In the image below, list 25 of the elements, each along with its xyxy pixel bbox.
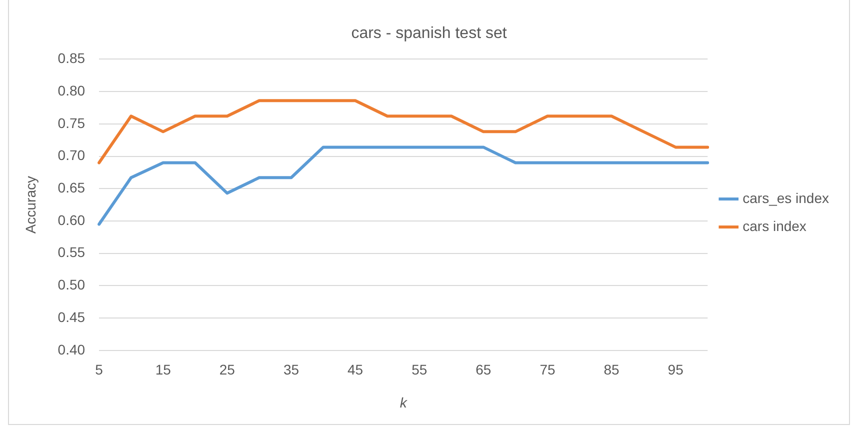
x-tick-label: 75 — [540, 362, 556, 378]
x-tick-label: 95 — [668, 362, 684, 378]
y-tick-label: 0.70 — [58, 147, 86, 164]
y-tick-label: 0.85 — [58, 50, 86, 66]
x-tick-label: 35 — [283, 362, 300, 378]
x-tick-label: 5 — [95, 362, 104, 378]
y-tick-label: 0.50 — [58, 276, 86, 293]
legend-label: cars index — [742, 218, 806, 234]
x-tick-label: 45 — [348, 362, 364, 378]
y-tick-label: 0.45 — [58, 308, 86, 325]
y-tick-label: 0.60 — [58, 212, 86, 228]
x-tick-label: 15 — [155, 362, 172, 378]
x-tick-label: 85 — [604, 362, 620, 378]
chart-title: cars - spanish test set — [351, 25, 508, 42]
legend-label: cars_es index — [742, 190, 830, 206]
y-tick-label: 0.55 — [58, 244, 86, 260]
x-tick-label: 65 — [476, 362, 492, 378]
y-tick-label: 0.75 — [58, 114, 86, 131]
x-axis-title: k — [400, 394, 408, 410]
y-tick-label: 0.80 — [58, 82, 86, 98]
x-tick-label: 25 — [219, 362, 236, 378]
x-tick-label: 55 — [412, 362, 428, 378]
y-tick-label: 0.40 — [58, 341, 86, 358]
y-tick-label: 0.65 — [58, 179, 86, 196]
y-axis-title: Accuracy — [22, 176, 38, 234]
